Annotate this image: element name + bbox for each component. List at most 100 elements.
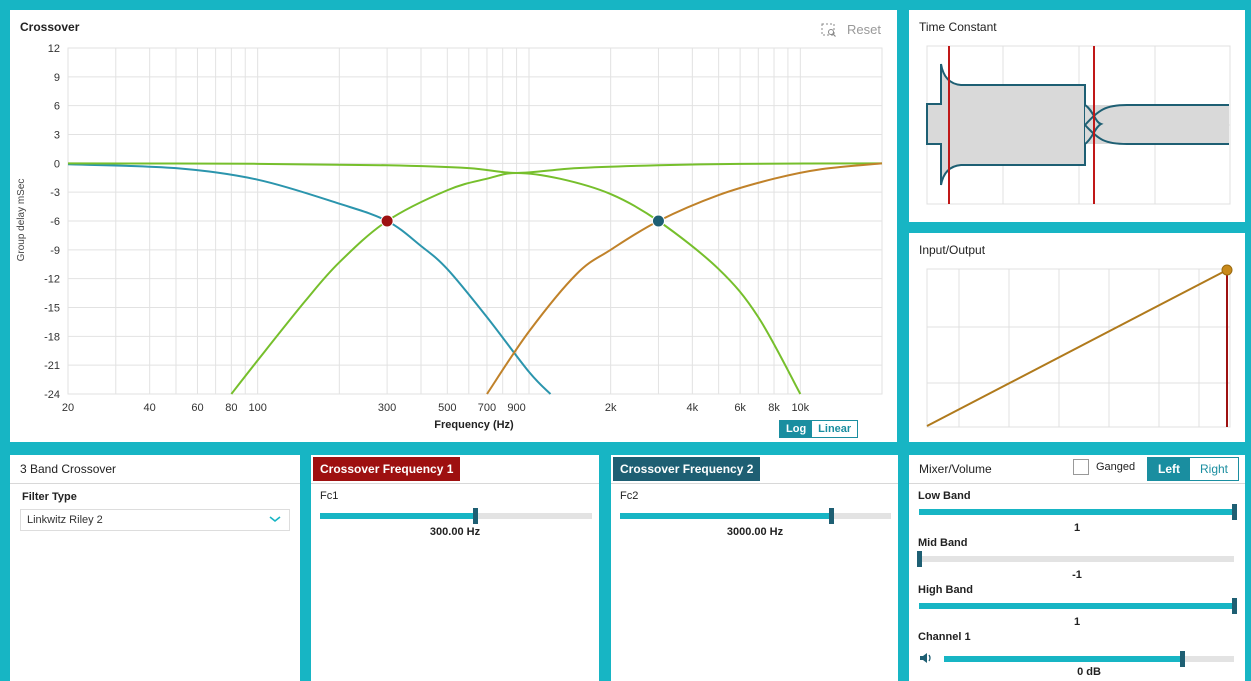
time-constant-chart bbox=[926, 45, 1231, 205]
chart-x-tick: 6k bbox=[734, 402, 746, 414]
left-channel-button[interactable]: Left bbox=[1148, 458, 1190, 480]
chevron-down-icon bbox=[269, 516, 281, 523]
crossover-frequency-1-panel: Crossover Frequency 1 Fc1 300.00 Hz bbox=[311, 455, 599, 681]
chart-series-line-3 bbox=[67, 162, 883, 174]
io-chart bbox=[926, 264, 1233, 428]
chart-plot-area bbox=[67, 47, 883, 395]
io-title: Input/Output bbox=[919, 243, 986, 257]
high-band-slider[interactable] bbox=[919, 598, 1237, 614]
chart-y-tick: -12 bbox=[44, 274, 60, 286]
chart-y-tick: -18 bbox=[44, 331, 60, 343]
right-channel-button[interactable]: Right bbox=[1190, 458, 1239, 480]
chart-y-tick: 3 bbox=[54, 130, 60, 142]
chart-y-tick: -21 bbox=[44, 360, 60, 372]
scale-linear-button[interactable]: Linear bbox=[812, 421, 858, 437]
chart-x-tick: 100 bbox=[248, 402, 266, 414]
fc1-value: 300.00 Hz bbox=[429, 526, 481, 538]
fc2-slider[interactable] bbox=[620, 508, 891, 524]
crossover-point-2[interactable] bbox=[651, 214, 665, 228]
divider bbox=[611, 483, 898, 484]
crossover-frequency-2-panel: Crossover Frequency 2 Fc2 3000.00 Hz bbox=[611, 455, 898, 681]
low-band-label: Low Band bbox=[918, 490, 971, 502]
divider bbox=[311, 483, 599, 484]
fc2-slider-handle[interactable] bbox=[829, 508, 835, 524]
speaker-icon[interactable] bbox=[919, 651, 933, 665]
mid-band-label: Mid Band bbox=[918, 537, 968, 549]
chart-x-tick: 700 bbox=[478, 402, 496, 414]
chart-series-line-2 bbox=[230, 171, 802, 395]
mid-band-value: -1 bbox=[1072, 569, 1082, 581]
chart-y-tick: -15 bbox=[44, 303, 60, 315]
mid-band-slider-handle[interactable] bbox=[917, 551, 922, 567]
chart-x-tick: 2k bbox=[605, 402, 617, 414]
scale-log-button[interactable]: Log bbox=[780, 421, 813, 437]
chart-y-tick: 6 bbox=[54, 101, 60, 113]
chart-x-tick: 8k bbox=[768, 402, 780, 414]
chart-y-tick: -9 bbox=[50, 245, 60, 257]
chart-y-tick: 0 bbox=[54, 158, 60, 170]
chart-x-tick: 10k bbox=[791, 402, 809, 414]
ganged-label: Ganged bbox=[1096, 461, 1136, 473]
chart-y-tick: 9 bbox=[54, 72, 60, 84]
mid-band-slider[interactable] bbox=[917, 551, 1234, 567]
fc1-slider-handle[interactable] bbox=[473, 508, 479, 524]
fc2-value: 3000.00 Hz bbox=[726, 526, 784, 538]
reset-button[interactable]: Reset bbox=[821, 22, 881, 37]
chart-x-tick: 20 bbox=[62, 402, 74, 414]
mixer-title: Mixer/Volume bbox=[919, 462, 992, 476]
channel-volume-slider[interactable] bbox=[944, 651, 1234, 667]
chart-y-tick: -24 bbox=[44, 389, 60, 401]
fc2-label: Fc2 bbox=[620, 490, 639, 502]
channel-toggle: Left Right bbox=[1147, 457, 1240, 481]
fc2-slider-fill bbox=[620, 513, 832, 519]
chart-x-tick: 500 bbox=[438, 402, 456, 414]
chart-x-tick: 300 bbox=[378, 402, 396, 414]
reset-label: Reset bbox=[847, 22, 881, 37]
crossover-panel: Crossover Reset 12 9 6 3 0 -3 -6 -9 -12 -15 -18 -21… bbox=[10, 10, 897, 442]
time-constant-title: Time Constant bbox=[919, 20, 997, 34]
fc1-slider[interactable] bbox=[320, 508, 592, 524]
chart-x-tick: 4k bbox=[687, 402, 699, 414]
filter-type-label: Filter Type bbox=[22, 491, 77, 503]
input-output-panel: Input/Output bbox=[909, 233, 1245, 442]
fc1-slider-fill bbox=[320, 513, 476, 519]
channel-label: Channel 1 bbox=[918, 631, 971, 643]
fc1-label: Fc1 bbox=[320, 490, 339, 502]
band-crossover-title: 3 Band Crossover bbox=[20, 462, 117, 476]
high-band-slider-fill bbox=[919, 603, 1234, 609]
scale-toggle: Log Linear bbox=[779, 420, 859, 438]
crossover-title: Crossover bbox=[20, 20, 80, 34]
mixer-volume-panel: Mixer/Volume Ganged Left Right Low Band … bbox=[909, 455, 1245, 681]
low-band-slider[interactable] bbox=[919, 504, 1237, 520]
chart-x-label: Frequency (Hz) bbox=[434, 419, 514, 431]
chart-y-tick: -6 bbox=[50, 216, 60, 228]
chart-x-tick: 80 bbox=[225, 402, 237, 414]
time-constant-panel: Time Constant bbox=[909, 10, 1245, 222]
chart-y-tick: -3 bbox=[50, 187, 60, 199]
high-band-label: High Band bbox=[918, 584, 973, 596]
high-band-slider-handle[interactable] bbox=[1232, 598, 1237, 614]
filter-type-select[interactable]: Linkwitz Riley 2 bbox=[20, 509, 290, 531]
low-band-slider-fill bbox=[919, 509, 1234, 515]
channel-volume-slider-handle[interactable] bbox=[1179, 651, 1185, 667]
divider bbox=[909, 483, 1245, 484]
chart-x-tick: 40 bbox=[144, 402, 156, 414]
chart-x-tick: 900 bbox=[507, 402, 525, 414]
zoom-reset-icon bbox=[821, 23, 836, 37]
divider bbox=[10, 483, 300, 484]
high-band-value: 1 bbox=[1073, 616, 1081, 628]
cf2-title: Crossover Frequency 2 bbox=[613, 457, 761, 481]
chart-y-tick: 12 bbox=[48, 43, 60, 55]
cf1-title: Crossover Frequency 1 bbox=[313, 457, 461, 481]
low-band-slider-handle[interactable] bbox=[1232, 504, 1237, 520]
io-point bbox=[1221, 264, 1233, 276]
low-band-value: 1 bbox=[1073, 522, 1081, 534]
filter-type-value: Linkwitz Riley 2 bbox=[27, 514, 103, 526]
band-crossover-panel: 3 Band Crossover Filter Type Linkwitz Ri… bbox=[10, 455, 300, 681]
chart-x-tick: 60 bbox=[191, 402, 203, 414]
ganged-checkbox[interactable] bbox=[1073, 459, 1089, 475]
chart-y-label: Group delay mSec bbox=[16, 179, 27, 262]
crossover-point-1[interactable] bbox=[380, 214, 394, 228]
channel-volume-value: 0 dB bbox=[1077, 666, 1101, 678]
